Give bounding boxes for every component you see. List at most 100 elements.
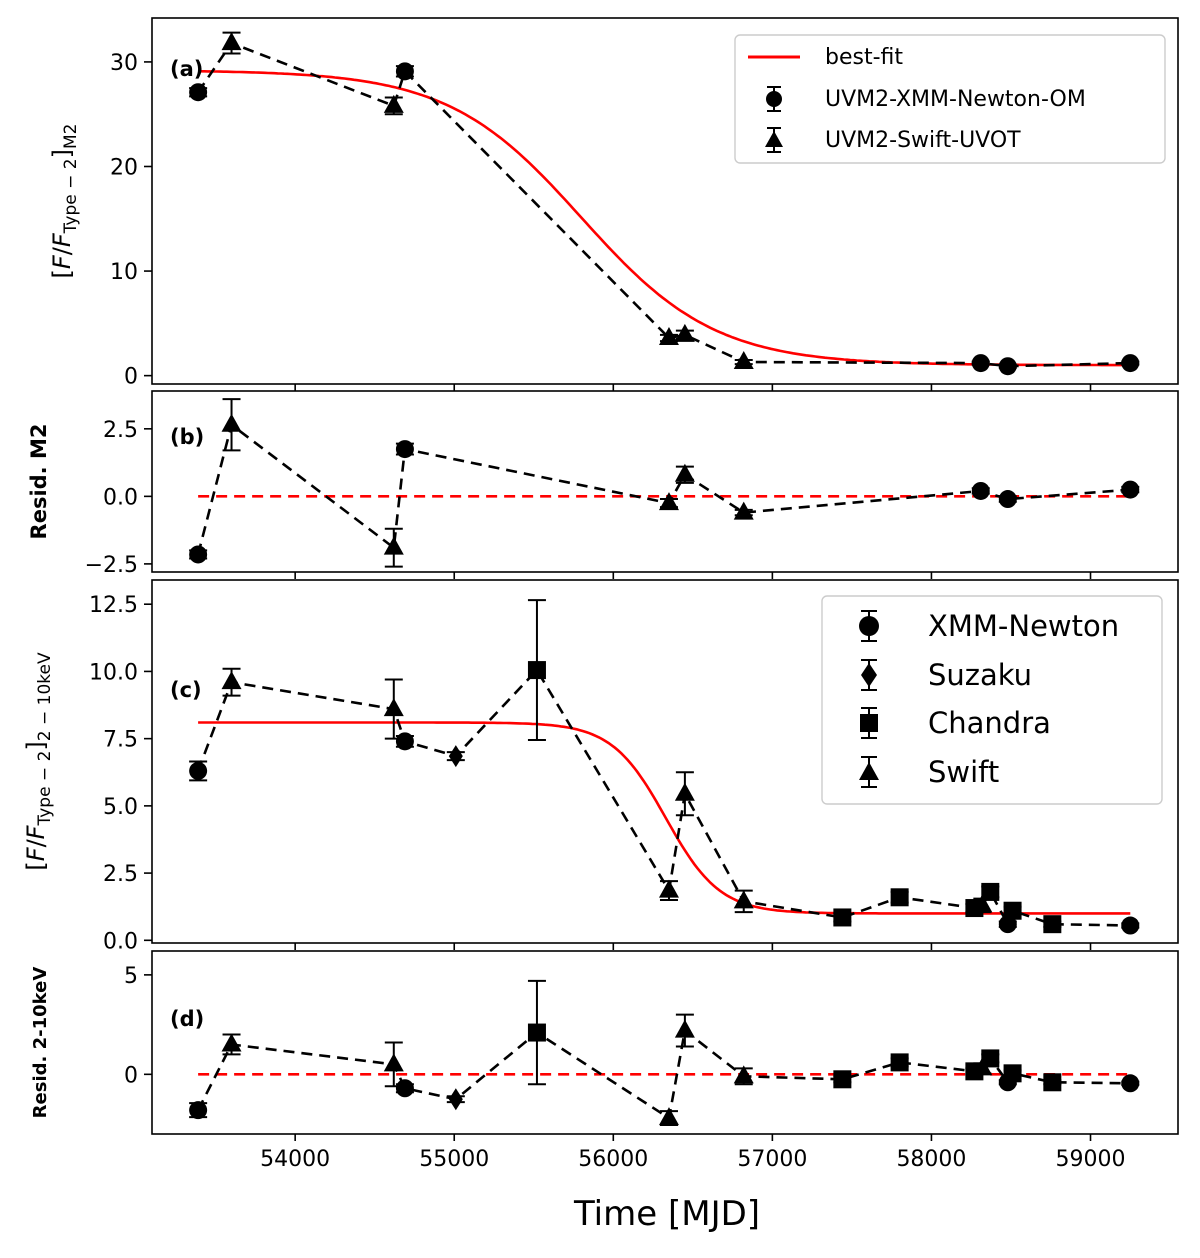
panel-d-ylabel: Resid. 2-10keV — [30, 967, 51, 1119]
panel-b-uvm2-swift-uvot-point-4 — [733, 501, 754, 520]
panel-d-swift-point-0 — [221, 1033, 242, 1052]
panel-c-frame — [151, 579, 1179, 944]
panel-b-ytick-label-2: 2.5 — [103, 418, 138, 443]
legend-c-label-3: Swift — [928, 755, 999, 789]
panel-d-chandra-point-1 — [833, 1070, 852, 1089]
panel-b-frame — [151, 390, 1179, 573]
panel-b-plot: −2.5 0.0 2.5 — [85, 398, 1140, 579]
panel-c-chandra-point-2 — [890, 888, 909, 907]
panel-c-plot: 0.0 2.5 5.0 7.5 10.0 12.5 — [89, 593, 1140, 954]
panel-a-frame — [151, 17, 1179, 385]
panel-a-tag: (a) — [170, 57, 203, 81]
panel-b-connecting-line — [196, 422, 1131, 555]
panel-a-uvm2-xmm-newton-om-point-2 — [971, 354, 990, 373]
panel-d-swift-point-2 — [658, 1107, 679, 1126]
panel-c-swift-point-4 — [733, 890, 754, 909]
panel-d-chandra-point-2 — [890, 1053, 909, 1072]
panel-b-uvm2-xmm-newton-om-point-0 — [189, 545, 208, 564]
panel-c-swift-point-3 — [674, 782, 695, 801]
legend-a-label-1: UVM2-XMM-Newton-OM — [825, 87, 1086, 112]
panel-c-ytick-label-5: 12.5 — [89, 593, 138, 618]
legend-c-chandra-marker — [860, 714, 878, 732]
panel-a-connecting-line — [197, 41, 1131, 368]
panel-b-uvm2-xmm-newton-om-point-1 — [395, 440, 414, 459]
panel-c-legend: XMM-Newton Suzaku Chandra Swift — [821, 595, 1163, 805]
panel-c-ytick-label-2: 5.0 — [103, 795, 138, 820]
x-tick-label-3: 57000 — [737, 1147, 807, 1172]
panel-a-plot: 0 10 20 30 — [110, 31, 1140, 391]
panel-a-legend: best-fit UVM2-XMM-Newton-OM UVM2-Swift-U… — [734, 34, 1166, 164]
x-axis: 54000 55000 56000 57000 58000 59000 — [260, 1147, 1125, 1172]
panel-a-uvm2-swift-uvot-point-4 — [733, 351, 754, 370]
panel-a-uvm2-xmm-newton-om-point-0 — [189, 83, 208, 102]
panel-d-swift-point-5 — [972, 1057, 993, 1076]
panel-b-uvm2-swift-uvot-point-1 — [383, 536, 404, 555]
panel-c-xmm-newton-point-1 — [395, 732, 414, 751]
panel-c-ytick-label-4: 10.0 — [89, 660, 138, 685]
panel-a-uvm2-xmm-newton-om-point-1 — [395, 62, 414, 81]
panel-c: 0.0 2.5 5.0 7.5 10.0 12.5 (c) [F/FType − 2]2 … — [22, 579, 1179, 954]
panel-d-ytick-label-0: 0 — [124, 1063, 138, 1088]
panel-a-ytick-label-0: 0 — [124, 365, 138, 390]
panel-a-uvm2-xmm-newton-om-point-4 — [1121, 354, 1140, 373]
panel-c-chandra-point-0 — [527, 661, 546, 680]
panel-b-ylabel: Resid. M2 — [27, 424, 51, 540]
panel-c-swift-point-2 — [658, 879, 679, 898]
panel-d-chandra-point-5 — [1003, 1064, 1022, 1083]
panel-d-xmm-newton-point-0 — [189, 1101, 208, 1120]
panel-d-frame — [151, 950, 1179, 1135]
panel-b-uvm2-xmm-newton-om-point-2 — [971, 481, 990, 500]
panel-c-ytick-label-1: 2.5 — [103, 862, 138, 887]
panel-d-xmm-newton-point-3 — [1121, 1074, 1140, 1093]
x-axis-label: Time [MJD] — [573, 1194, 760, 1234]
panel-c-chandra-point-1 — [833, 908, 852, 927]
panel-a-ylabel: [F/FType − 2]M2 — [48, 124, 81, 279]
panel-c-chandra-point-4 — [981, 882, 1000, 901]
panel-a-ytick-label-3: 30 — [110, 51, 138, 76]
panel-c-ylabel: [F/FType − 2]2 − 10keV — [22, 652, 55, 871]
panel-a-ytick-label-2: 20 — [110, 155, 138, 180]
legend-c-xmm-marker — [859, 616, 879, 636]
panel-a-ytick-label-1: 10 — [110, 260, 138, 285]
legend-c-label-1: Suzaku — [928, 658, 1032, 692]
panel-c-ytick-label-3: 7.5 — [103, 728, 138, 753]
panel-a-uvm2-swift-uvot-point-2 — [658, 326, 679, 345]
panel-b-uvm2-xmm-newton-om-point-4 — [1121, 480, 1140, 499]
panel-b-uvm2-swift-uvot-point-3 — [674, 463, 695, 482]
panel-c-connecting-line — [196, 667, 1131, 928]
panel-d-chandra-point-6 — [1043, 1073, 1062, 1092]
legend-c-label-2: Chandra — [928, 706, 1051, 740]
legend-a-circle-marker — [766, 91, 782, 107]
panel-b-ytick-label-1: 0.0 — [103, 485, 138, 510]
panel-a-uvm2-swift-uvot-point-0 — [221, 32, 242, 51]
panel-b-tag: (b) — [170, 425, 204, 449]
panel-b-ytick-label-0: −2.5 — [85, 553, 138, 578]
panel-d-ytick-label-1: 5 — [124, 964, 138, 989]
panel-a-uvm2-swift-uvot-point-1 — [383, 94, 404, 113]
panel-a-uvm2-xmm-newton-om-point-3 — [998, 357, 1017, 376]
panel-c-xmm-newton-point-0 — [189, 761, 208, 780]
legend-c-box — [821, 595, 1163, 805]
panel-c-xmm-newton-point-3 — [1121, 916, 1140, 935]
x-tick-label-2: 56000 — [578, 1147, 648, 1172]
panel-b-uvm2-swift-uvot-point-0 — [221, 413, 242, 432]
panel-c-chandra-point-6 — [1043, 915, 1062, 934]
panel-a: 0 10 20 30 (a) [F/FType − 2]M2 best-fit UVM… — [48, 17, 1179, 391]
panel-c-ytick-label-0: 0.0 — [103, 929, 138, 954]
panel-b-uvm2-swift-uvot-point-2 — [658, 492, 679, 511]
panel-c-swift-point-5 — [972, 894, 993, 913]
panel-d-swift-point-3 — [674, 1019, 695, 1038]
legend-c-suzaku-marker — [861, 663, 877, 687]
panel-c-swift-point-1 — [383, 698, 404, 717]
legend-a-triangle-marker — [765, 131, 783, 147]
panel-c-swift-point-0 — [221, 671, 242, 690]
x-tick-label-4: 58000 — [896, 1147, 966, 1172]
panel-c-tag: (c) — [170, 678, 202, 702]
x-tick-label-5: 59000 — [1056, 1147, 1126, 1172]
panel-d-suzaku-point-0 — [448, 1088, 463, 1111]
panel-d-tag: (d) — [170, 1007, 204, 1031]
panel-d: 0 5 (d) Resid. 2-10keV — [30, 950, 1179, 1141]
legend-c-swift-marker — [859, 762, 879, 780]
